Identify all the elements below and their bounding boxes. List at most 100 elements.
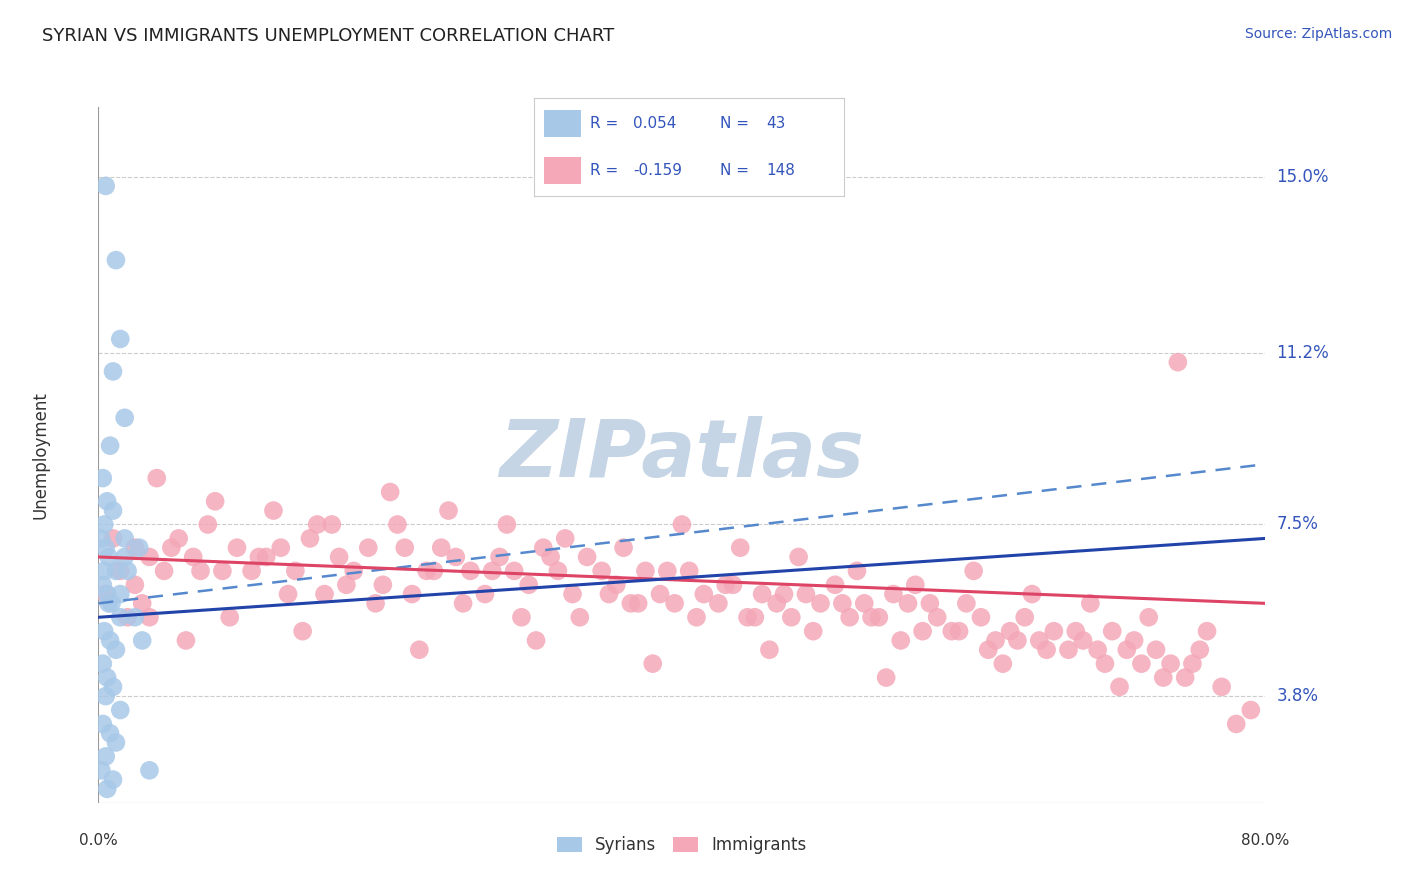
Point xyxy=(531,541,554,555)
Point xyxy=(510,610,533,624)
Point xyxy=(598,587,620,601)
Point xyxy=(100,596,122,610)
Point xyxy=(138,764,160,778)
Point xyxy=(91,471,114,485)
Point xyxy=(1123,633,1146,648)
Point xyxy=(911,624,934,639)
Point xyxy=(1064,624,1087,639)
Point xyxy=(101,772,124,787)
Point xyxy=(568,610,591,624)
Point xyxy=(110,703,132,717)
Point xyxy=(94,689,117,703)
Point xyxy=(845,564,868,578)
Text: ZIPatlas: ZIPatlas xyxy=(499,416,865,494)
Point xyxy=(941,624,963,639)
Point xyxy=(517,578,540,592)
Point xyxy=(401,587,423,601)
Point xyxy=(1014,610,1036,624)
Point xyxy=(634,564,657,578)
Point xyxy=(91,578,114,592)
Point xyxy=(378,485,402,500)
Point xyxy=(104,564,127,578)
Point xyxy=(758,642,780,657)
Point xyxy=(262,503,284,517)
Point xyxy=(780,610,803,624)
Point xyxy=(474,587,496,601)
Point xyxy=(962,564,984,578)
Point xyxy=(153,564,176,578)
Point xyxy=(648,587,671,601)
Point xyxy=(1094,657,1116,671)
Point xyxy=(554,532,576,546)
Point xyxy=(540,549,562,564)
Point xyxy=(371,578,394,592)
Point xyxy=(1130,657,1153,671)
Point xyxy=(226,541,249,555)
Point xyxy=(101,680,124,694)
Point xyxy=(423,564,446,578)
Point xyxy=(124,610,146,624)
Point xyxy=(918,596,941,610)
Point xyxy=(104,253,127,268)
Point xyxy=(101,364,124,378)
Point xyxy=(174,633,197,648)
Point xyxy=(495,517,517,532)
Point xyxy=(1057,642,1080,657)
Point xyxy=(977,642,1000,657)
Point xyxy=(110,332,132,346)
Point xyxy=(364,596,387,610)
Point xyxy=(110,587,132,601)
Text: -0.159: -0.159 xyxy=(633,163,682,178)
Text: R =: R = xyxy=(591,116,623,131)
Point xyxy=(114,549,136,564)
Point xyxy=(117,564,139,578)
Point xyxy=(620,596,643,610)
Point xyxy=(984,633,1007,648)
Point xyxy=(1115,642,1137,657)
Point xyxy=(547,564,569,578)
Point xyxy=(124,578,146,592)
Point xyxy=(897,596,920,610)
Text: 15.0%: 15.0% xyxy=(1277,168,1329,186)
Point xyxy=(671,517,693,532)
Point xyxy=(437,503,460,517)
Point xyxy=(1021,587,1043,601)
Point xyxy=(167,532,190,546)
Point xyxy=(90,764,112,778)
Point xyxy=(93,624,115,639)
Point xyxy=(247,549,270,564)
Point xyxy=(97,549,120,564)
Point xyxy=(730,541,752,555)
Point xyxy=(955,596,977,610)
Point xyxy=(90,532,112,546)
Point xyxy=(853,596,876,610)
Point xyxy=(488,549,510,564)
FancyBboxPatch shape xyxy=(544,110,581,137)
Point xyxy=(1007,633,1029,648)
Point xyxy=(1240,703,1263,717)
Point xyxy=(328,549,350,564)
Point xyxy=(714,578,737,592)
Point xyxy=(96,671,118,685)
Point xyxy=(408,642,430,657)
Point xyxy=(882,587,904,601)
Point xyxy=(98,439,121,453)
Point xyxy=(211,564,233,578)
Point xyxy=(503,564,526,578)
Point xyxy=(451,596,474,610)
Text: R =: R = xyxy=(591,163,623,178)
Point xyxy=(98,726,121,740)
Point xyxy=(190,564,212,578)
Point xyxy=(460,564,482,578)
Point xyxy=(335,578,357,592)
Point xyxy=(1225,717,1247,731)
Point xyxy=(197,517,219,532)
Point xyxy=(1160,657,1182,671)
Point xyxy=(270,541,292,555)
Point xyxy=(1137,610,1160,624)
Text: 80.0%: 80.0% xyxy=(1241,833,1289,848)
Text: SYRIAN VS IMMIGRANTS UNEMPLOYMENT CORRELATION CHART: SYRIAN VS IMMIGRANTS UNEMPLOYMENT CORREL… xyxy=(42,27,614,45)
Point xyxy=(387,517,409,532)
Text: 7.5%: 7.5% xyxy=(1277,516,1319,533)
Point xyxy=(415,564,437,578)
